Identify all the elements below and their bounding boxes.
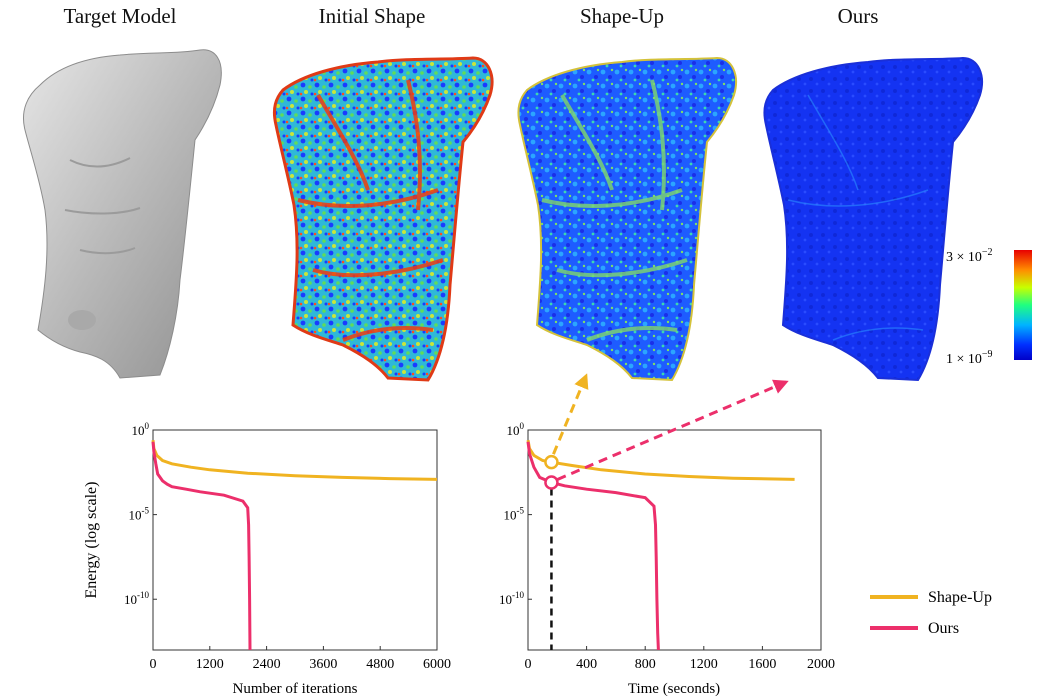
c1-xtick-label: 2400	[253, 657, 281, 672]
chart-iterations-shapeup-line	[151, 440, 438, 481]
chart-iterations-ylabel: Energy (log scale)	[83, 482, 100, 599]
legend: Shape-Up Ours	[870, 589, 992, 637]
chart-iterations: 0 1200 2400 3600 4800 6000 100 10-5 10-10 Number…	[83, 421, 451, 697]
legend-ours-label: Ours	[928, 620, 959, 637]
chart-time-shapeup-marker	[544, 454, 559, 470]
c1-xtick-label: 6000	[423, 657, 451, 672]
title-initial-shape: Initial Shape	[318, 4, 426, 28]
c2-xtick-label: 800	[635, 657, 656, 672]
chart-time-shapeup-line	[526, 439, 795, 481]
c1-xtick-label: 3600	[309, 657, 337, 672]
chart-time-ours-marker	[544, 475, 559, 490]
colorbar-gradient	[1014, 250, 1032, 360]
c2-xtick-label: 0	[525, 657, 532, 672]
colorbar-min-label: 1 × 10−9	[946, 349, 993, 367]
chart-time-ours-line	[526, 441, 660, 651]
chart-time-xlabel: Time (seconds)	[628, 681, 720, 697]
title-ours: Ours	[837, 4, 879, 28]
c2-xtick-label: 1600	[748, 657, 776, 672]
chart-iterations-ours-line	[151, 441, 252, 651]
chart-time: 0 400 800 1200 1600 2000 100 10-5 10-10 Time (se…	[499, 373, 835, 697]
title-target-model: Target Model	[63, 4, 177, 28]
torso-ours	[763, 56, 983, 382]
legend-shapeup-label: Shape-Up	[928, 589, 992, 606]
c2-xtick-label: 2000	[807, 657, 835, 672]
c2-ytick-label: 100	[507, 421, 525, 438]
chart-time-frame	[527, 429, 822, 651]
colorbar-max-label: 3 × 10−2	[946, 247, 993, 265]
c2-xtick-label: 1200	[690, 657, 718, 672]
torso-initial-shape	[272, 56, 494, 382]
chart-iterations-xlabel: Number of iterations	[233, 681, 358, 697]
arrow-to-ours	[556, 379, 789, 481]
c1-ytick-label: 10-5	[129, 506, 150, 523]
c1-xtick-label: 4800	[366, 657, 394, 672]
c1-ytick-label: 10-10	[124, 590, 149, 607]
title-shape-up: Shape-Up	[580, 4, 664, 28]
c1-ytick-label: 100	[132, 421, 150, 438]
colorbar: 3 × 10−2 1 × 10−9	[946, 247, 1032, 367]
c2-ytick-label: 10-10	[499, 590, 524, 607]
c1-xtick-label: 1200	[196, 657, 224, 672]
c2-xtick-label: 400	[576, 657, 597, 672]
chart-iterations-frame	[152, 429, 438, 651]
torso-target-model	[23, 49, 222, 379]
torso-shape-up	[517, 56, 737, 382]
c1-xtick-label: 0	[150, 657, 157, 672]
c2-ytick-label: 10-5	[504, 506, 525, 523]
